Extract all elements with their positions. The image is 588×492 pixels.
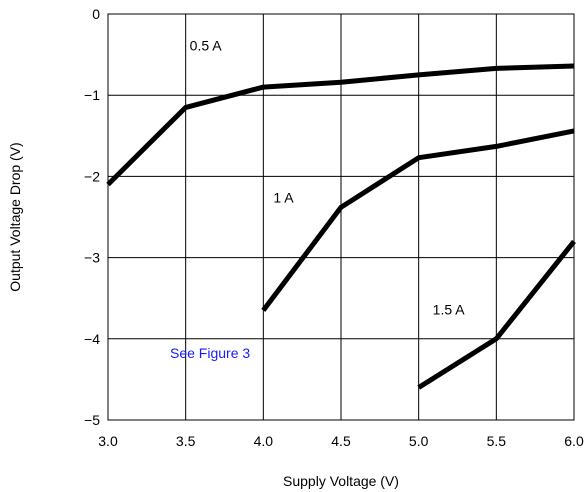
x-axis-title: Supply Voltage (V) [283, 473, 399, 489]
y-tick-label: −2 [84, 168, 100, 184]
y-tick-labels: 0 −1 −2 −3 −4 −5 [84, 6, 100, 428]
x-tick-label: 4.5 [331, 433, 351, 449]
y-tick-label: −3 [84, 250, 100, 266]
x-tick-label: 3.0 [98, 433, 118, 449]
series-line-0 [106, 63, 575, 187]
series-label-1: 1 A [273, 189, 294, 205]
plot-frame [107, 13, 575, 421]
series-group [106, 63, 576, 390]
y-tick-label: −1 [84, 87, 100, 103]
x-tick-label: 6.0 [564, 433, 584, 449]
see-figure-annotation: See Figure 3 [170, 345, 250, 361]
x-tick-labels: 3.0 3.5 4.0 4.5 5.0 5.5 6.0 [98, 433, 584, 449]
x-tick-label: 5.5 [487, 433, 507, 449]
y-tick-label: −5 [84, 412, 100, 428]
x-tick-label: 3.5 [176, 433, 196, 449]
y-axis-title: Output Voltage Drop (V) [7, 142, 23, 291]
x-tick-label: 4.0 [254, 433, 274, 449]
series-labels: 0.5 A 1 A 1.5 A [190, 38, 466, 318]
series-line-1 [261, 128, 575, 312]
y-tick-label: 0 [92, 6, 100, 22]
series-line-2 [417, 239, 576, 390]
series-label-2: 1.5 A [433, 301, 466, 317]
y-tick-label: −4 [84, 331, 100, 347]
x-tick-label: 5.0 [409, 433, 429, 449]
series-label-0: 0.5 A [190, 38, 223, 54]
